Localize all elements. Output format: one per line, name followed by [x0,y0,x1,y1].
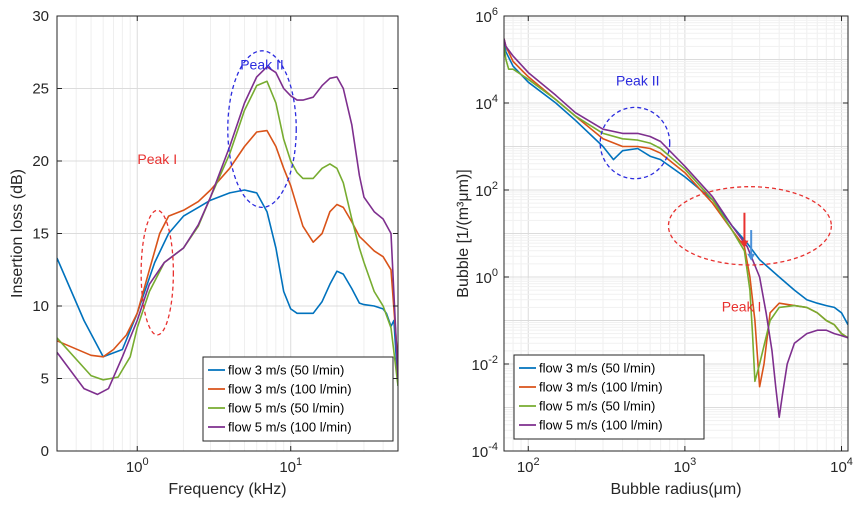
series-group [57,66,398,396]
arrow-head [747,253,756,261]
annotation-label: Peak I [137,151,177,167]
annotation-label: Peak II [240,57,284,73]
y-tick-label: 102 [475,180,498,200]
y-tick-label: 30 [32,8,49,25]
y-tick-label: 104 [475,93,498,113]
y-tick-label: 20 [32,153,49,170]
annotation-label: Peak II [616,73,660,89]
series-line-4 [57,66,398,396]
y-tick-label: 10-2 [472,354,498,374]
x-axis-label: Frequency (kHz) [168,481,286,498]
series-group [504,38,848,418]
series-line-3 [504,46,848,383]
legend-label: flow 3 m/s (50 l/min) [539,361,655,376]
y-tick-label: 5 [41,371,49,388]
y-tick-label: 15 [32,226,49,243]
series-line-4 [504,38,848,418]
y-tick-label: 100 [475,267,498,287]
legend: flow 3 m/s (50 l/min) flow 3 m/s (100 l/m… [513,354,705,440]
ticks: 102 103 104 10-4 10-2 100 102 104 106 [472,6,853,476]
series-line-1 [57,189,398,386]
y-tick-label: 10 [32,298,49,315]
legend-label: flow 5 m/s (50 l/min) [539,399,655,414]
annotation-ellipse [667,186,832,266]
x-axis-label: Bubble radius(μm) [610,481,741,498]
legend-label: flow 3 m/s (50 l/min) [228,363,344,378]
y-tick-label: 0 [41,443,49,460]
annotation-ellipse [227,50,297,209]
legend: flow 3 m/s (50 l/min) flow 3 m/s (100 l/m… [202,356,394,442]
series-line-2 [57,129,398,365]
y-tick-label: 10-4 [472,441,498,461]
x-tick-label: 101 [279,456,302,476]
series-line-1 [504,38,848,326]
legend-box [513,354,705,440]
ticks: 100 101 0 5 10 15 20 25 30 [32,8,398,476]
x-tick-label: 103 [673,456,696,476]
legend-box [202,356,394,442]
y-tick-label: 106 [475,6,498,26]
legend-label: flow 5 m/s (50 l/min) [228,401,344,416]
x-tick-label: 104 [830,456,853,476]
annotation-ellipse [140,209,175,336]
y-axis-label: Insertion loss (dB) [9,169,26,298]
series-line-3 [57,80,398,386]
legend-label: flow 3 m/s (100 l/min) [228,382,352,397]
x-tick-label: 100 [126,456,149,476]
axes-frame [503,15,849,452]
y-axis-label: Bubble [1/(m³μm)] [455,169,472,297]
legend-label: flow 5 m/s (100 l/min) [539,418,663,433]
y-tick-label: 25 [32,81,49,98]
annotation-label: Peak I [722,299,762,315]
chart-1: Peak I Peak II 100 101 0 5 10 15 20 25 30 Frequency… [9,8,399,498]
annotation-ellipse [599,106,671,180]
x-tick-label: 102 [517,456,540,476]
legend-label: flow 3 m/s (100 l/min) [539,380,663,395]
arrow-head [740,240,749,248]
legend-label: flow 5 m/s (100 l/min) [228,420,352,435]
